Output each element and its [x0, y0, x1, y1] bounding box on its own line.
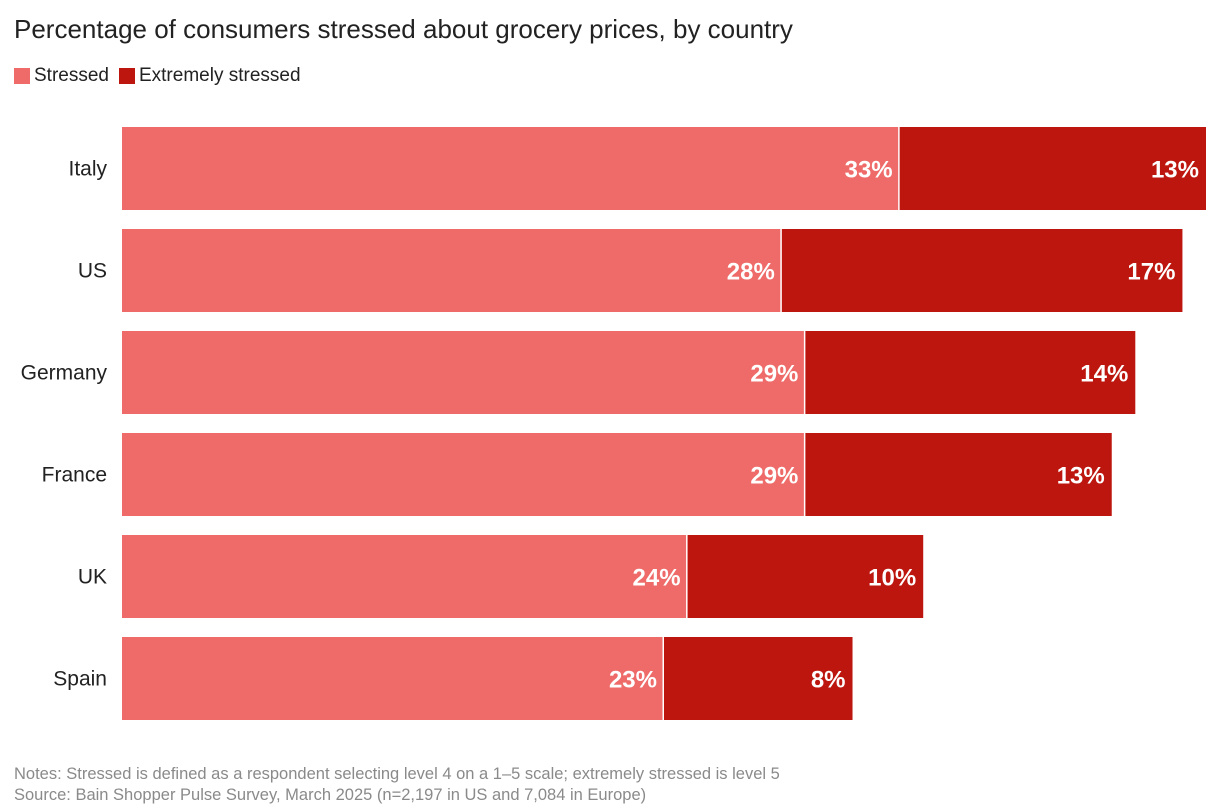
data-label-stressed: 28%	[727, 259, 775, 286]
category-label: US	[78, 260, 107, 283]
category-label: Italy	[68, 158, 107, 181]
data-label-extremely-stressed: 13%	[1151, 157, 1199, 184]
data-label-extremely-stressed: 13%	[1057, 463, 1105, 490]
data-label-extremely-stressed: 17%	[1127, 259, 1175, 286]
legend-label-stressed: Stressed	[34, 65, 109, 86]
legend-swatch-stressed	[14, 68, 30, 84]
bar-stressed	[122, 331, 804, 414]
bar-stressed	[122, 127, 899, 210]
bar-extremely-stressed	[805, 331, 1136, 414]
legend-item-extremely-stressed: Extremely stressed	[118, 65, 301, 87]
data-label-stressed: 33%	[845, 157, 893, 184]
data-label-stressed: 24%	[633, 565, 681, 592]
bar-stressed	[122, 535, 687, 618]
data-label-stressed: 23%	[609, 667, 657, 694]
data-label-extremely-stressed: 14%	[1080, 361, 1128, 388]
bar-chart: Italy 33% 13% US 28% 17% Germany 29% 14% France 29…	[21, 127, 1206, 720]
bar-extremely-stressed	[687, 535, 924, 618]
bar-stressed	[122, 637, 663, 720]
data-label-extremely-stressed: 10%	[868, 565, 916, 592]
chart-footer: Notes: Stressed is defined as a responde…	[14, 764, 780, 806]
chart-title: Percentage of consumers stressed about g…	[14, 14, 793, 44]
legend-item-stressed: Stressed	[14, 65, 109, 87]
bar-stressed	[122, 229, 781, 312]
data-label-stressed: 29%	[750, 463, 798, 490]
legend-label-extremely-stressed: Extremely stressed	[138, 65, 301, 86]
legend: Stressed Extremely stressed	[14, 65, 311, 87]
legend-swatch-extremely-stressed	[118, 68, 135, 84]
notes-text: Notes: Stressed is defined as a responde…	[14, 765, 780, 783]
category-label: Spain	[53, 668, 107, 691]
category-label: Germany	[21, 362, 108, 385]
data-label-extremely-stressed: 8%	[811, 667, 846, 694]
bar-extremely-stressed	[781, 229, 1183, 312]
category-label: France	[42, 464, 107, 487]
data-label-stressed: 29%	[750, 361, 798, 388]
category-label: UK	[78, 566, 107, 589]
source-text: Source: Bain Shopper Pulse Survey, March…	[14, 786, 647, 804]
bar-extremely-stressed	[899, 127, 1206, 210]
bar-extremely-stressed	[805, 433, 1112, 516]
bar-stressed	[122, 433, 804, 516]
bar-extremely-stressed	[664, 637, 853, 720]
